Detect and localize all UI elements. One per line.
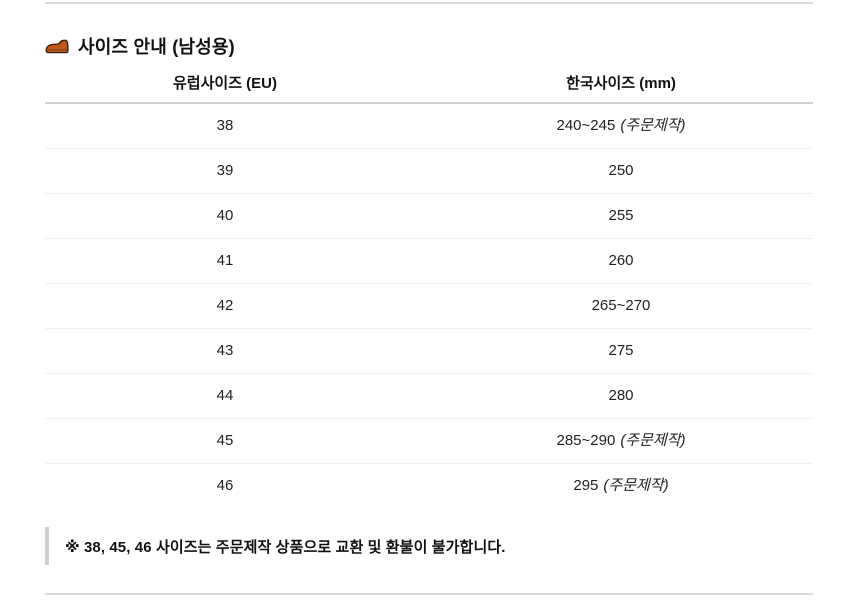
table-row: 41 260 [45,238,813,284]
kr-size-cell: 280 [429,373,813,419]
table-row: 38 240~245 (주문제작) [45,103,813,149]
custom-made-label: (주문제작) [620,117,686,134]
mans-shoe-icon [45,38,69,55]
table-row: 43 275 [45,328,813,374]
custom-made-label: (주문제작) [603,477,669,494]
table-row: 42 265~270 [45,283,813,329]
eu-size-cell: 45 [45,418,429,464]
size-table-header-row: 유럽사이즈 (EU) 한국사이즈 (mm) [45,67,813,104]
kr-size-cell: 295 (주문제작) [573,477,669,494]
eu-size-cell: 44 [45,373,429,419]
eu-size-cell: 43 [45,328,429,374]
eu-size-cell: 39 [45,148,429,194]
kr-size-cell: 265~270 [429,283,813,329]
table-row: 39 250 [45,148,813,194]
eu-size-cell: 38 [45,103,429,149]
kr-size-cell: 250 [429,148,813,194]
table-row: 40 255 [45,193,813,239]
notice-text: ※ 38, 45, 46 사이즈는 주문제작 상품으로 교환 및 환불이 불가합… [65,538,506,556]
table-row: 46 295 (주문제작) [45,464,813,509]
eu-size-cell: 42 [45,283,429,329]
table-row: 45 285~290 (주문제작) [45,418,813,464]
custom-made-label: (주문제작) [620,432,686,449]
size-table: 유럽사이즈 (EU) 한국사이즈 (mm) 38 240~245 (주문제작) 3… [45,67,813,508]
size-guide-section: 사이즈 안내 (남성용) 유럽사이즈 (EU) 한국사이즈 (mm) 38 24… [45,0,813,595]
kr-size-cell: 260 [429,238,813,284]
size-table-body: 38 240~245 (주문제작) 39 250 40 255 41 260 42… [45,103,813,508]
notice-block: ※ 38, 45, 46 사이즈는 주문제작 상품으로 교환 및 환불이 불가합… [45,527,813,565]
section-header: 사이즈 안내 (남성용) [45,33,813,59]
kr-size-cell: 275 [429,328,813,374]
column-header-kr: 한국사이즈 (mm) [429,67,813,104]
column-header-eu: 유럽사이즈 (EU) [45,67,429,104]
bottom-divider [45,593,813,595]
section-title: 사이즈 안내 (남성용) [78,37,235,57]
kr-size-cell: 255 [429,193,813,239]
kr-size-cell: 240~245 (주문제작) [429,103,813,149]
table-row: 44 280 [45,373,813,419]
eu-size-cell: 46 [216,477,234,494]
eu-size-cell: 41 [45,238,429,284]
kr-size-cell: 285~290 (주문제작) [429,418,813,464]
eu-size-cell: 40 [45,193,429,239]
top-divider [45,2,813,4]
